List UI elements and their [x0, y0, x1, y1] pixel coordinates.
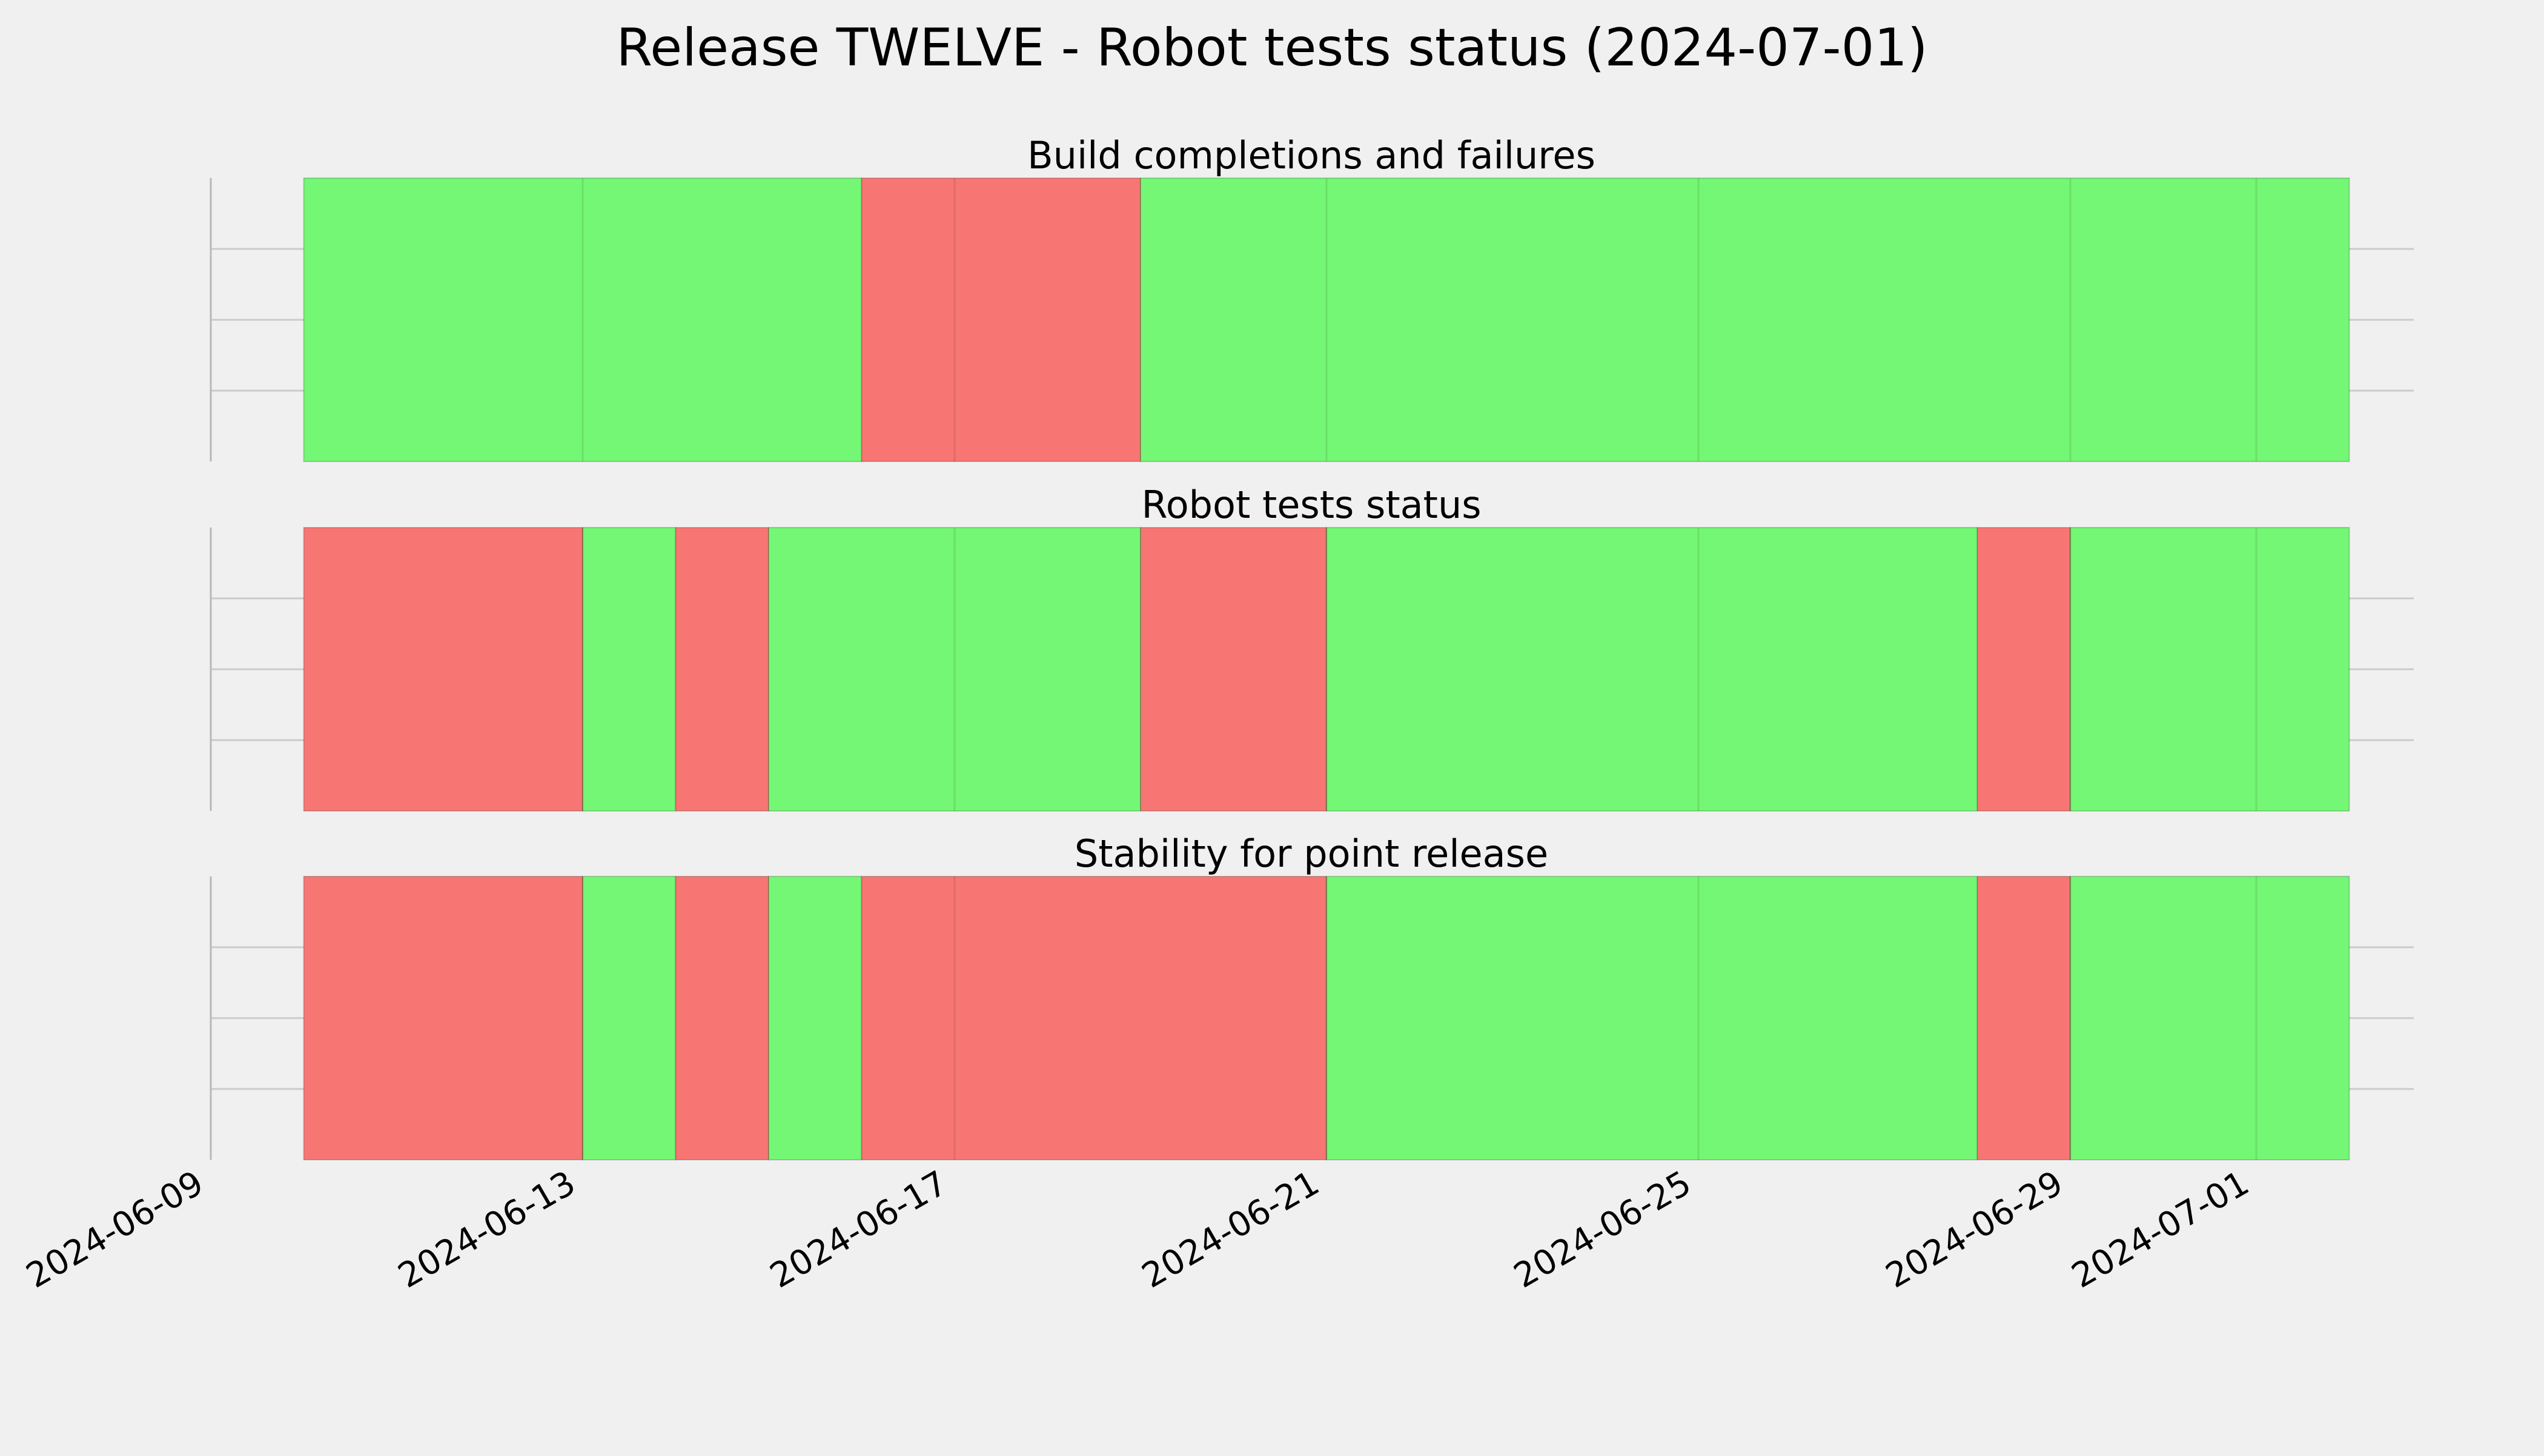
status-segment-pass	[1140, 177, 2350, 462]
status-segment-fail	[861, 876, 1327, 1160]
x-tick-label: 2024-06-29	[1880, 1163, 2070, 1296]
x-tick-label: 2024-06-21	[1136, 1163, 1326, 1296]
x-tick-label: 2024-07-01	[2065, 1163, 2256, 1296]
status-segment-fail	[675, 876, 769, 1160]
status-segment-pass	[303, 177, 863, 462]
status-segment-pass	[2070, 527, 2350, 812]
x-tick-label: 2024-06-25	[1508, 1163, 1698, 1296]
panel-title: Robot tests status	[1141, 483, 1481, 527]
status-segment-pass	[582, 876, 677, 1160]
status-segment-pass	[1326, 876, 1978, 1160]
status-segment-fail	[303, 527, 583, 812]
status-segment-fail	[861, 177, 1141, 462]
status-segment-fail	[1976, 527, 2071, 812]
status-segment-pass	[2070, 876, 2350, 1160]
status-segment-pass	[1326, 527, 1978, 812]
status-segment-fail	[1140, 527, 1327, 812]
chart-title: Release TWELVE - Robot tests status (202…	[616, 18, 1927, 78]
status-segment-pass	[582, 527, 677, 812]
status-segment-fail	[303, 876, 583, 1160]
x-tick-label: 2024-06-09	[20, 1163, 210, 1296]
status-segment-pass	[768, 876, 863, 1160]
panel-title: Stability for point release	[1075, 832, 1548, 876]
status-segment-fail	[675, 527, 769, 812]
x-tick-label: 2024-06-13	[392, 1163, 582, 1296]
panel-title: Build completions and failures	[1027, 133, 1595, 177]
x-tick-label: 2024-06-17	[764, 1163, 954, 1296]
status-segment-fail	[1976, 876, 2071, 1160]
